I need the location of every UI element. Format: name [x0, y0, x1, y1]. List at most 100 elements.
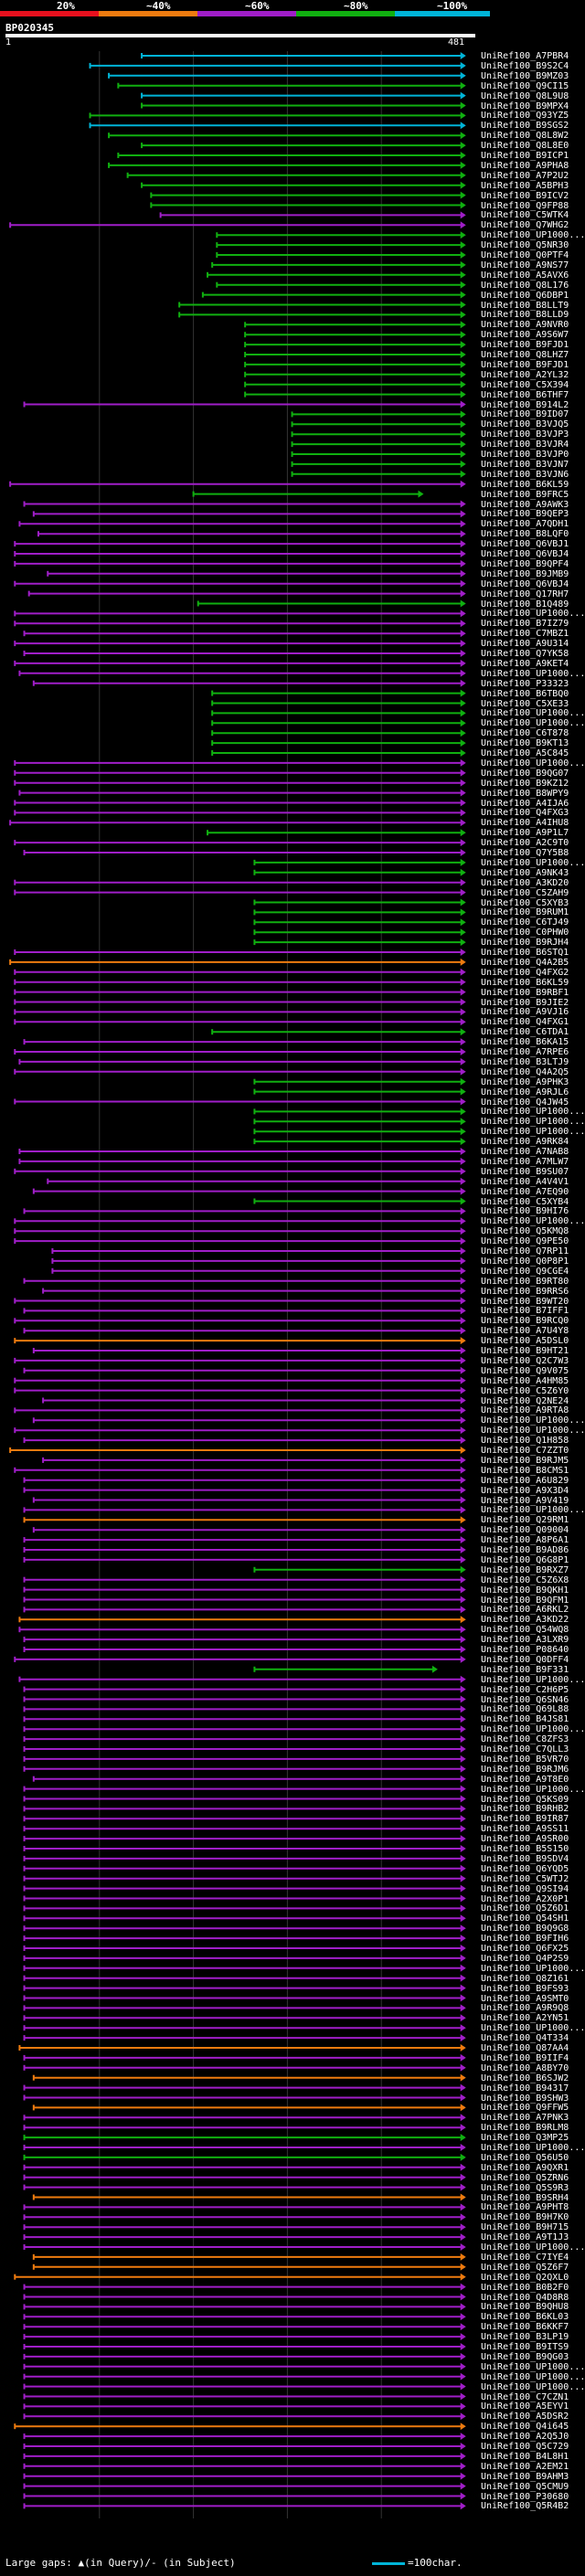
hit-label[interactable]: UniRef100_C5XYB3	[481, 897, 569, 908]
hit-label[interactable]: UniRef100_A9PHK3	[481, 1076, 569, 1087]
hit-label[interactable]: UniRef100_C6TJ49	[481, 917, 569, 928]
hit-label[interactable]: UniRef100_Q9FP88	[481, 200, 569, 211]
hit-label[interactable]: UniRef100_C5Z6X8	[481, 1574, 569, 1585]
hit-label[interactable]: UniRef100_Q56U50	[481, 2152, 569, 2163]
hit-label[interactable]: UniRef100_B3VJN6	[481, 469, 569, 480]
hit-label[interactable]: UniRef100_B9SHW3	[481, 2093, 569, 2104]
hit-label[interactable]: UniRef100_B8CMS1	[481, 1465, 569, 1476]
hit-label[interactable]: UniRef100_Q7Y5B8	[481, 848, 569, 858]
hit-label[interactable]: UniRef100_A5C845	[481, 748, 569, 758]
hit-label[interactable]: UniRef100_UP1000...	[481, 1216, 585, 1227]
hit-label[interactable]: UniRef100_P33323	[481, 678, 569, 689]
hit-label[interactable]: UniRef100_Q5ZRN6	[481, 2172, 569, 2183]
hit-label[interactable]: UniRef100_Q8L9U8	[481, 90, 569, 101]
hit-label[interactable]: UniRef100_Q6VBJ4	[481, 578, 569, 589]
hit-label[interactable]: UniRef100_A9T1J3	[481, 2232, 569, 2243]
hit-label[interactable]: UniRef100_UP1000...	[481, 2143, 585, 2153]
hit-label[interactable]: UniRef100_Q5KS09	[481, 1794, 569, 1805]
hit-label[interactable]: UniRef100_B9RJM5	[481, 1455, 569, 1466]
hit-label[interactable]: UniRef100_Q6VBJ1	[481, 539, 569, 550]
hit-label[interactable]: UniRef100_Q9CGE4	[481, 1266, 569, 1277]
hit-label[interactable]: UniRef100_UP1000...	[481, 1505, 585, 1516]
hit-label[interactable]: UniRef100_Q5CMU9	[481, 2481, 569, 2492]
hit-label[interactable]: UniRef100_A7P2U2	[481, 170, 569, 181]
hit-label[interactable]: UniRef100_B9QEP3	[481, 509, 569, 520]
hit-label[interactable]: UniRef100_Q7YK58	[481, 649, 569, 659]
hit-label[interactable]: UniRef100_C7IYE4	[481, 2252, 569, 2263]
hit-label[interactable]: UniRef100_Q54SH1	[481, 1913, 569, 1924]
hit-label[interactable]: UniRef100_B6KA15	[481, 1037, 569, 1048]
hit-label[interactable]: UniRef100_UP1000...	[481, 230, 585, 241]
hit-label[interactable]: UniRef100_A9SR00	[481, 1834, 569, 1845]
hit-label[interactable]: UniRef100_B6STQ1	[481, 948, 569, 958]
hit-label[interactable]: UniRef100_B9SU07	[481, 1166, 569, 1177]
hit-label[interactable]: UniRef100_C5WTJ2	[481, 1873, 569, 1884]
hit-label[interactable]: UniRef100_A2YN51	[481, 2013, 569, 2024]
hit-label[interactable]: UniRef100_Q5Z6D1	[481, 1903, 569, 1914]
hit-label[interactable]: UniRef100_Q4P2S9	[481, 1953, 569, 1964]
hit-label[interactable]: UniRef100_A2X0P1	[481, 1893, 569, 1904]
hit-label[interactable]: UniRef100_Q5KMQ8	[481, 1226, 569, 1237]
hit-label[interactable]: UniRef100_Q5R4B2	[481, 2501, 569, 2512]
hit-label[interactable]: UniRef100_C7QLL3	[481, 1744, 569, 1754]
hit-label[interactable]: UniRef100_UP1000...	[481, 1117, 585, 1128]
hit-label[interactable]: UniRef100_Q0PTF4	[481, 250, 569, 260]
hit-label[interactable]: UniRef100_UP1000...	[481, 1107, 585, 1118]
hit-label[interactable]: UniRef100_Q9CI15	[481, 80, 569, 91]
hit-label[interactable]: UniRef100_A9PHT8	[481, 2202, 569, 2213]
hit-label[interactable]: UniRef100_Q4FXG2	[481, 967, 569, 978]
hit-label[interactable]: UniRef100_A9X3D4	[481, 1485, 569, 1496]
hit-label[interactable]: UniRef100_A2C9T0	[481, 838, 569, 849]
hit-label[interactable]: UniRef100_A9T8E0	[481, 1774, 569, 1785]
hit-label[interactable]: UniRef100_Q5S9R3	[481, 2182, 569, 2193]
hit-label[interactable]: UniRef100_B6TBQ0	[481, 688, 569, 699]
hit-label[interactable]: UniRef100_A9P1L7	[481, 828, 569, 839]
hit-label[interactable]: UniRef100_A9AWK3	[481, 499, 569, 510]
hit-label[interactable]: UniRef100_A9U314	[481, 639, 569, 650]
hit-label[interactable]: UniRef100_UP1000...	[481, 1127, 585, 1138]
hit-label[interactable]: UniRef100_Q9FFW5	[481, 2103, 569, 2114]
hit-label[interactable]: UniRef100_A7PNK3	[481, 2113, 569, 2124]
hit-label[interactable]: UniRef100_A9RK84	[481, 1137, 569, 1148]
hit-label[interactable]: UniRef100_UP1000...	[481, 708, 585, 719]
hit-label[interactable]: UniRef100_A7RPE6	[481, 1047, 569, 1057]
hit-label[interactable]: UniRef100_B9HI76	[481, 1206, 569, 1217]
hit-label[interactable]: UniRef100_Q5Z6F7	[481, 2262, 569, 2273]
hit-label[interactable]: UniRef100_B3VJP0	[481, 450, 569, 460]
hit-label[interactable]: UniRef100_P30680	[481, 2491, 569, 2502]
hit-label[interactable]: UniRef100_C5XYB4	[481, 1196, 569, 1207]
hit-label[interactable]: UniRef100_A5AVX6	[481, 270, 569, 281]
hit-label[interactable]: UniRef100_B9MZ03	[481, 70, 569, 81]
hit-label[interactable]: UniRef100_B3VJR4	[481, 440, 569, 451]
hit-label[interactable]: UniRef100_C7CZN1	[481, 2391, 569, 2402]
hit-label[interactable]: UniRef100_B9RBF1	[481, 987, 569, 998]
hit-label[interactable]: UniRef100_B9IR87	[481, 1814, 569, 1825]
hit-label[interactable]: UniRef100_B9JMB9	[481, 568, 569, 579]
hit-label[interactable]: UniRef100_Q0DFF4	[481, 1654, 569, 1665]
hit-label[interactable]: UniRef100_A4IHU8	[481, 818, 569, 829]
hit-label[interactable]: UniRef100_A9V419	[481, 1495, 569, 1506]
hit-label[interactable]: UniRef100_C5XE33	[481, 698, 569, 709]
hit-label[interactable]: UniRef100_Q8L8W2	[481, 131, 569, 142]
hit-label[interactable]: UniRef100_UP1000...	[481, 1426, 585, 1436]
hit-label[interactable]: UniRef100_B8LQF0	[481, 529, 569, 540]
hit-label[interactable]: UniRef100_A9NK43	[481, 867, 569, 878]
hit-label[interactable]: UniRef100_B9QG03	[481, 2351, 569, 2362]
hit-label[interactable]: UniRef100_Q7WHG2	[481, 220, 569, 231]
hit-label[interactable]: UniRef100_A4IJA6	[481, 798, 569, 809]
hit-label[interactable]: UniRef100_B6KL59	[481, 479, 569, 490]
hit-label[interactable]: UniRef100_B9FIH6	[481, 1934, 569, 1945]
hit-label[interactable]: UniRef100_B94317	[481, 2083, 569, 2094]
hit-label[interactable]: UniRef100_Q9V075	[481, 1365, 569, 1376]
hit-label[interactable]: UniRef100_C5Z6Y0	[481, 1385, 569, 1396]
hit-label[interactable]: UniRef100_B3VJP3	[481, 429, 569, 440]
hit-label[interactable]: UniRef100_Q9SI94	[481, 1883, 569, 1894]
hit-label[interactable]: UniRef100_Q4A2B5	[481, 957, 569, 968]
hit-label[interactable]: UniRef100_B9IIF4	[481, 2052, 569, 2063]
hit-label[interactable]: UniRef100_Q8L8E0	[481, 141, 569, 152]
hit-label[interactable]: UniRef100_Q6G8P1	[481, 1554, 569, 1565]
hit-label[interactable]: UniRef100_A7PBR4	[481, 51, 569, 61]
hit-label[interactable]: UniRef100_UP1000...	[481, 1963, 585, 1974]
hit-label[interactable]: UniRef100_Q4i645	[481, 2422, 569, 2433]
hit-label[interactable]: UniRef100_A5DSL0	[481, 1336, 569, 1347]
